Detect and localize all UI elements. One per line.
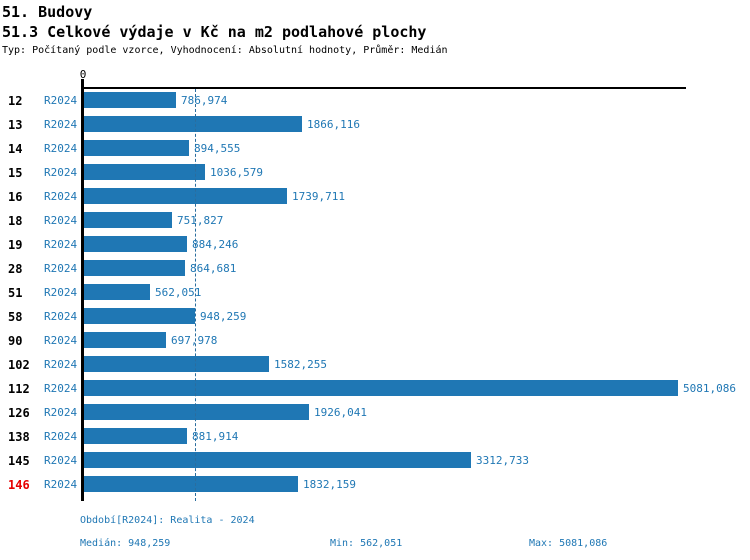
rows-container: 12 R2024 786,974 13 R2024 1866,116 14 R2… [0, 89, 750, 501]
bar [84, 476, 298, 492]
category-label: 14 [8, 142, 23, 156]
chart-row: 14 R2024 894,555 [0, 137, 750, 161]
value-label: 786,974 [181, 94, 228, 107]
series-label: R2024 [44, 454, 78, 467]
chart-row: 126 R2024 1926,041 [0, 401, 750, 425]
x-axis-line [82, 87, 686, 89]
category-label: 145 [8, 454, 30, 468]
series-label: R2024 [44, 238, 78, 251]
value-label: 1866,116 [307, 118, 360, 131]
value-label: 562,051 [155, 286, 202, 299]
chart-row: 15 R2024 1036,579 [0, 161, 750, 185]
value-label: 894,555 [194, 142, 241, 155]
chart-row: 18 R2024 751,827 [0, 209, 750, 233]
axis-zero-tick-label: 0 [79, 68, 87, 81]
y-axis-line [81, 79, 84, 501]
bar [84, 164, 205, 180]
page-title: 51. Budovy [2, 3, 93, 21]
bar [84, 284, 150, 300]
series-label: R2024 [44, 214, 78, 227]
chart-row: 102 R2024 1582,255 [0, 353, 750, 377]
bar [84, 452, 471, 468]
value-label: 948,259 [200, 310, 247, 323]
series-label: R2024 [44, 118, 78, 131]
chart-row: 90 R2024 697,978 [0, 329, 750, 353]
footer-median: Medián: 948,259 [80, 538, 171, 549]
category-label: 138 [8, 430, 30, 444]
footer-max: Max: 5081,086 [529, 538, 608, 549]
category-label: 90 [8, 334, 23, 348]
bar [84, 332, 166, 348]
category-label: 19 [8, 238, 23, 252]
category-label: 146 [8, 478, 30, 492]
category-label: 15 [8, 166, 23, 180]
category-label: 12 [8, 94, 23, 108]
chart-row: 12 R2024 786,974 [0, 89, 750, 113]
footer-period-info: Období[R2024]: Realita - 2024 [80, 515, 255, 526]
series-label: R2024 [44, 286, 78, 299]
chart-row: 13 R2024 1866,116 [0, 113, 750, 137]
value-label: 3312,733 [476, 454, 529, 467]
series-label: R2024 [44, 142, 78, 155]
value-label: 751,827 [177, 214, 224, 227]
bar [84, 404, 309, 420]
value-label: 1036,579 [210, 166, 263, 179]
chart-row: 28 R2024 864,681 [0, 257, 750, 281]
category-label: 51 [8, 286, 23, 300]
footer-min: Min: 562,051 [330, 538, 403, 549]
bar [84, 116, 302, 132]
bar [84, 236, 187, 252]
bar [84, 92, 176, 108]
chart-row: 58 R2024 948,259 [0, 305, 750, 329]
chart-subtitle: 51.3 Celkové výdaje v Kč na m2 podlahové… [2, 23, 427, 41]
bar [84, 188, 287, 204]
value-label: 864,681 [190, 262, 237, 275]
series-label: R2024 [44, 190, 78, 203]
category-label: 28 [8, 262, 23, 276]
bar [84, 380, 678, 396]
chart-row: 51 R2024 562,051 [0, 281, 750, 305]
value-label: 1582,255 [274, 358, 327, 371]
chart-row: 138 R2024 881,914 [0, 425, 750, 449]
value-label: 1832,159 [303, 478, 356, 491]
value-label: 881,914 [192, 430, 239, 443]
series-label: R2024 [44, 166, 78, 179]
category-label: 58 [8, 310, 23, 324]
series-label: R2024 [44, 430, 78, 443]
median-line [195, 89, 196, 501]
category-label: 18 [8, 214, 23, 228]
series-label: R2024 [44, 94, 78, 107]
category-label: 112 [8, 382, 30, 396]
value-label: 5081,086 [683, 382, 736, 395]
value-label: 1926,041 [314, 406, 367, 419]
series-label: R2024 [44, 262, 78, 275]
chart-row: 16 R2024 1739,711 [0, 185, 750, 209]
series-label: R2024 [44, 334, 78, 347]
value-label: 1739,711 [292, 190, 345, 203]
chart-row: 146 R2024 1832,159 [0, 473, 750, 497]
category-label: 13 [8, 118, 23, 132]
bar [84, 428, 187, 444]
bar [84, 212, 172, 228]
category-label: 102 [8, 358, 30, 372]
series-label: R2024 [44, 382, 78, 395]
bar [84, 260, 185, 276]
series-label: R2024 [44, 310, 78, 323]
series-label: R2024 [44, 478, 78, 491]
value-label: 884,246 [192, 238, 239, 251]
category-label: 16 [8, 190, 23, 204]
category-label: 126 [8, 406, 30, 420]
chart-row: 112 R2024 5081,086 [0, 377, 750, 401]
chart-meta-line: Typ: Počítaný podle vzorce, Vyhodnocení:… [2, 45, 448, 56]
chart-row: 145 R2024 3312,733 [0, 449, 750, 473]
bar [84, 140, 189, 156]
series-label: R2024 [44, 358, 78, 371]
series-label: R2024 [44, 406, 78, 419]
value-label: 697,978 [171, 334, 218, 347]
chart-row: 19 R2024 884,246 [0, 233, 750, 257]
bar [84, 356, 269, 372]
bar [84, 308, 195, 324]
